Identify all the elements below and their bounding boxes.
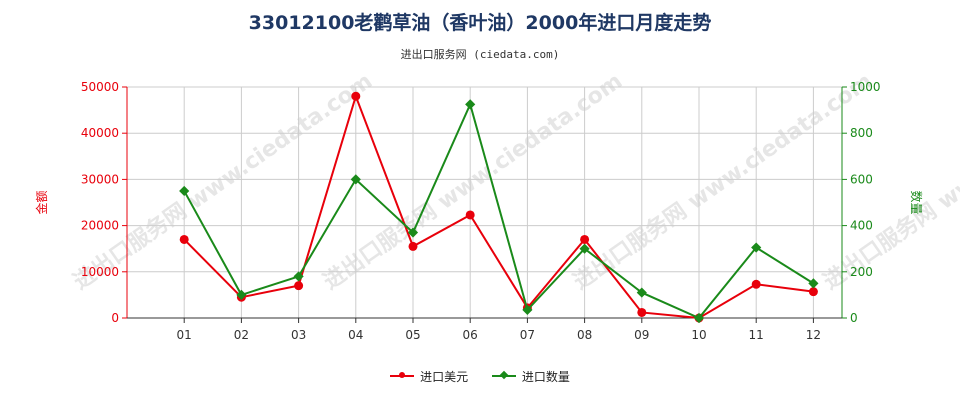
data-point-quantity (179, 185, 190, 197)
x-tick-label: 10 (691, 328, 706, 342)
right-tick-label: 200 (850, 265, 873, 279)
legend-value-label: 进口美元 (420, 369, 469, 384)
data-point-value (465, 210, 475, 220)
data-point-quantity (293, 271, 304, 282)
right-tick-label: 600 (850, 172, 873, 186)
data-point-value (351, 91, 361, 101)
right-tick-label: 1000 (850, 80, 881, 94)
watermark-text: 进出口服务网 www.ciedata.com (569, 69, 877, 295)
x-tick-label: 05 (405, 328, 420, 342)
left-tick-label: 50000 (81, 80, 119, 94)
tick-labels: 0 10000 20000 30000 40000 50000 0 200 400 600 800 1… (34, 80, 924, 342)
data-point-value (294, 281, 304, 291)
y-left-label: 金额 (34, 190, 49, 214)
left-tick-label: 20000 (81, 219, 119, 233)
x-tick-label: 09 (634, 328, 649, 342)
data-point-quantity (636, 287, 647, 298)
chart-title: 33012100老鹳草油（香叶油）2000年进口月度走势 (248, 12, 712, 34)
y-right-label: 数量 (909, 190, 924, 214)
x-tick-label: 11 (749, 328, 764, 342)
left-tick-label: 0 (111, 311, 119, 325)
x-tick-label: 07 (520, 328, 535, 342)
x-tick-label: 03 (291, 328, 306, 342)
data-point-quantity (808, 278, 819, 289)
x-tick-label: 08 (577, 328, 592, 342)
data-point-quantity (693, 312, 705, 324)
legend: 进口美元 进口数量 (0, 366, 960, 385)
left-tick-label: 30000 (81, 172, 119, 186)
right-tick-label: 400 (850, 219, 873, 233)
left-tick-label: 10000 (81, 265, 119, 279)
axes (126, 87, 843, 319)
right-tick-label: 0 (850, 311, 858, 325)
x-tick-label: 02 (234, 328, 249, 342)
legend-item-value[interactable]: 进口美元 (390, 368, 468, 385)
data-point-value (637, 307, 647, 317)
data-point-quantity (751, 242, 762, 253)
data-point-value (808, 287, 818, 297)
data-point-value (580, 234, 590, 244)
x-tick-label: 04 (348, 328, 363, 342)
data-point-value (179, 234, 189, 244)
x-tick-label: 06 (463, 328, 478, 342)
legend-quantity-label: 进口数量 (521, 369, 570, 384)
data-point-quantity (350, 174, 361, 185)
x-tick-label: 01 (177, 328, 192, 342)
legend-item-quantity[interactable]: 进口数量 (491, 368, 570, 385)
grid (127, 86, 842, 319)
legend-value-swatch (390, 372, 415, 378)
data-point-value (408, 241, 418, 251)
data-point-quantity (465, 99, 476, 110)
right-tick-label: 800 (850, 126, 873, 140)
chart-subtitle: 进出口服务网 (ciedata.com) (400, 48, 560, 61)
data-point-value (751, 279, 761, 289)
x-tick-label: 12 (806, 328, 821, 342)
series-line-0 (183, 93, 814, 320)
series-line-1 (183, 101, 814, 320)
legend-quantity-swatch (491, 370, 516, 380)
series-layer (179, 91, 819, 324)
left-tick-label: 40000 (81, 126, 119, 140)
